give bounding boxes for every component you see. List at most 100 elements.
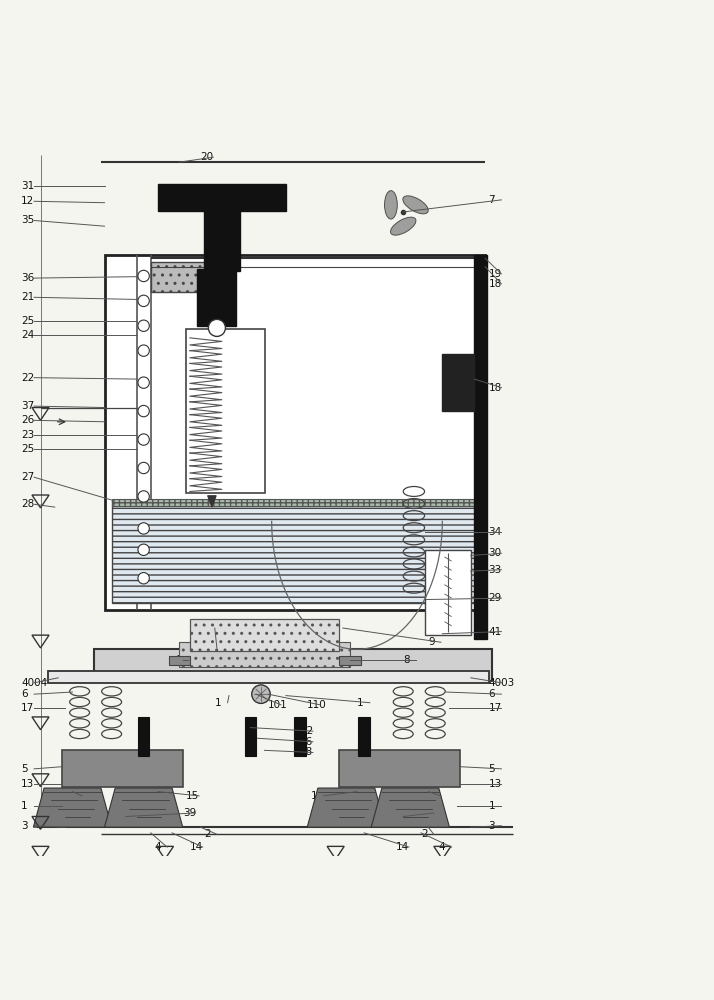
Bar [169,656,190,665]
Text: 4004: 4004 [21,678,48,688]
Circle shape [138,295,149,307]
Text: 16: 16 [300,737,313,747]
Bar [111,499,478,506]
Text: 30: 30 [488,548,502,558]
Text: 37: 37 [21,401,34,411]
Bar [62,750,183,787]
Bar [443,354,474,411]
Circle shape [138,462,149,474]
Text: 4: 4 [439,842,446,852]
Polygon shape [34,788,111,827]
Text: 39: 39 [421,808,434,818]
Text: 8: 8 [403,655,410,665]
Text: 13: 13 [21,779,34,789]
Bar [474,255,487,639]
Bar [138,717,149,756]
Text: 21: 21 [21,292,34,302]
Text: 1: 1 [21,801,28,811]
Text: 5: 5 [488,764,496,774]
Circle shape [138,573,149,584]
Polygon shape [208,496,216,507]
Bar [358,717,370,756]
Text: 17: 17 [488,703,502,713]
Bar [48,671,488,683]
Text: 8: 8 [176,655,182,665]
Circle shape [138,270,149,282]
Text: 33: 33 [488,565,502,575]
Bar [179,642,350,667]
Text: 19: 19 [488,269,502,279]
Text: 32: 32 [300,726,313,736]
Text: 15: 15 [428,791,441,801]
Circle shape [138,434,149,445]
Text: 4: 4 [154,842,161,852]
Bar [104,255,485,610]
Text: 5: 5 [21,764,28,774]
Text: 9: 9 [428,637,435,647]
Text: 39: 39 [183,808,196,818]
Text: 7: 7 [488,195,496,205]
Text: 12: 12 [21,196,34,206]
Bar [339,750,460,787]
Bar [425,550,471,635]
Bar [186,329,265,493]
Text: 25: 25 [21,444,34,454]
Circle shape [138,405,149,417]
Text: 26: 26 [21,415,34,425]
Text: 28: 28 [21,499,34,509]
Bar [190,619,339,651]
Text: 4003: 4003 [488,678,515,688]
Text: 27: 27 [21,472,34,482]
Text: 1: 1 [488,801,496,811]
Bar [197,269,236,326]
Text: 13: 13 [488,779,502,789]
Text: 101: 101 [268,700,288,710]
Text: 15: 15 [311,791,324,801]
Text: 31: 31 [21,181,34,191]
Text: 2: 2 [421,829,428,839]
Text: 18: 18 [300,747,313,757]
Bar [204,211,240,271]
Text: 6: 6 [488,689,496,699]
Text: 41: 41 [488,627,502,637]
Text: 23: 23 [21,430,34,440]
Bar [158,184,286,211]
Bar [94,649,492,681]
Circle shape [138,491,149,502]
Circle shape [138,345,149,356]
Circle shape [208,319,226,336]
Ellipse shape [403,196,428,214]
Text: 20: 20 [201,152,213,162]
Text: 1: 1 [215,698,221,708]
Text: 29: 29 [488,593,502,603]
Ellipse shape [385,191,397,219]
Bar [111,500,478,603]
Text: 110: 110 [307,700,327,710]
Polygon shape [307,788,386,827]
Text: 14: 14 [190,842,203,852]
Text: 38: 38 [204,643,217,653]
Polygon shape [104,788,183,827]
Text: 6: 6 [21,689,28,699]
Circle shape [138,523,149,534]
Text: 17: 17 [21,703,34,713]
Text: 22: 22 [21,373,34,383]
Bar [294,717,306,756]
Text: 18: 18 [488,383,502,393]
Text: 25: 25 [21,316,34,326]
Text: 36: 36 [21,273,34,283]
Polygon shape [371,788,449,827]
Ellipse shape [391,217,416,235]
Text: 35: 35 [21,215,34,225]
Text: 15: 15 [186,791,199,801]
Circle shape [252,685,270,703]
Text: 2: 2 [204,829,211,839]
Bar [339,656,361,665]
Text: 14: 14 [396,842,409,852]
Text: 18: 18 [488,279,502,289]
Circle shape [138,544,149,555]
Bar [245,717,256,756]
Text: 1: 1 [357,698,363,708]
Circle shape [138,377,149,388]
Text: 15: 15 [69,791,82,801]
